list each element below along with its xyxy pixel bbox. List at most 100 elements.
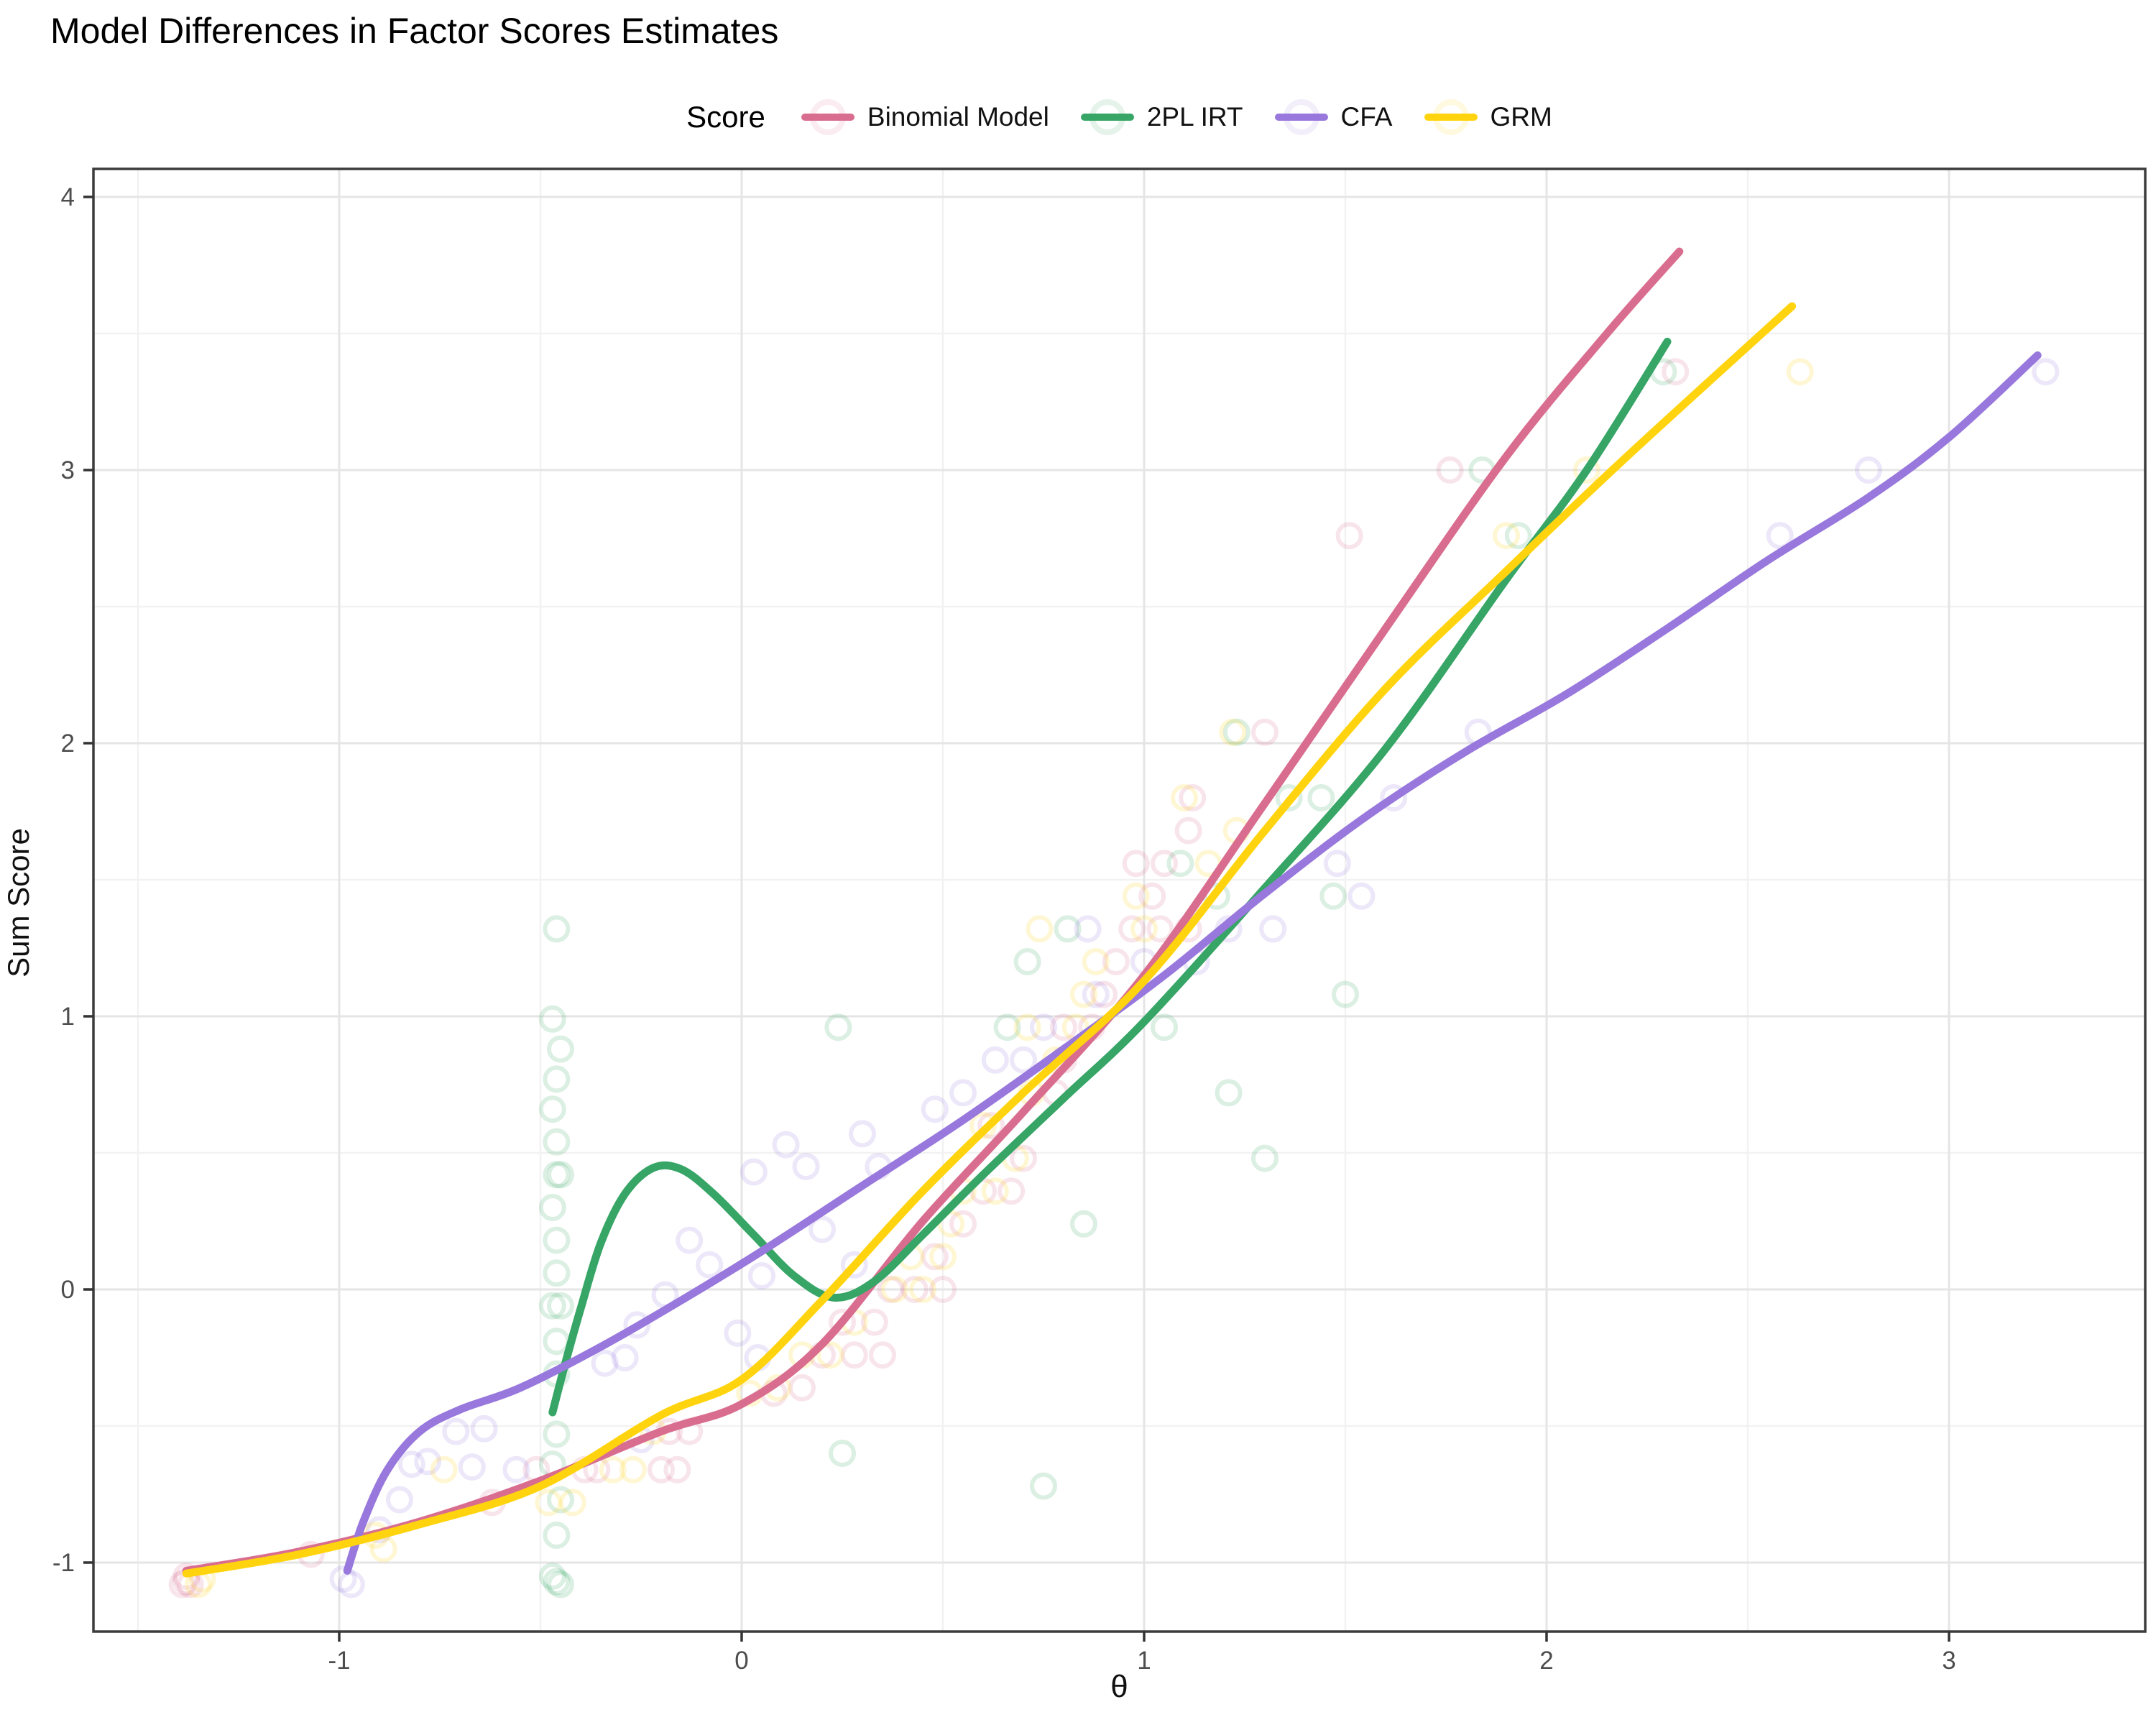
data-point [663, 1455, 691, 1484]
data-point [543, 1161, 571, 1189]
data-point [2032, 358, 2060, 386]
data-point [1050, 1013, 1077, 1041]
data-point [538, 1292, 566, 1320]
x-tick-label: 0 [734, 1647, 748, 1675]
data-point [1070, 1210, 1097, 1238]
data-point [1251, 1144, 1279, 1172]
data-point [981, 1046, 1009, 1074]
data-point [1179, 784, 1207, 811]
data-point [929, 1276, 957, 1303]
legend: Score Binomial Model 2PL IRT CFA GRM [93, 92, 2145, 142]
legend-key-binomial-model: Binomial Model [801, 98, 1049, 137]
legend-line-icon [1274, 114, 1328, 121]
legend-swatch-icon [801, 98, 854, 137]
smooth-curve [548, 337, 1672, 1417]
data-point [824, 1013, 852, 1041]
axes: -1 0 1 2 3 -1 0 1 2 3 4 [52, 167, 2147, 1675]
data-point [676, 1226, 704, 1254]
legend-key-label: CFA [1340, 102, 1393, 132]
data-point [547, 1035, 574, 1063]
data-point [1573, 456, 1600, 484]
data-point [792, 1153, 820, 1180]
data-point [1010, 1144, 1037, 1172]
data-point [1118, 915, 1146, 943]
data-point [1026, 915, 1054, 943]
data-point [1222, 718, 1250, 746]
data-point [558, 1489, 586, 1517]
legend-line-icon [1080, 114, 1134, 121]
data-point [648, 1455, 675, 1484]
data-point [993, 1013, 1021, 1041]
data-point [788, 1374, 816, 1402]
y-tick-label: 2 [61, 730, 75, 758]
y-tick-label: 4 [61, 183, 75, 211]
data-point [1166, 850, 1194, 878]
data-point [611, 1344, 639, 1371]
legend-title: Score [686, 100, 765, 134]
x-tick-label: 3 [1942, 1647, 1955, 1675]
data-point [168, 1570, 196, 1598]
legend-line-icon [1424, 114, 1478, 121]
data-point [397, 1450, 425, 1478]
data-point [1151, 850, 1178, 878]
data-point [1090, 980, 1118, 1008]
y-axis-title: Sum Score [1, 828, 35, 978]
data-point [535, 1489, 563, 1517]
data-point [1151, 1013, 1178, 1041]
data-point [937, 1210, 965, 1238]
data-point [1102, 948, 1130, 975]
data-point [543, 915, 571, 943]
data-point [1013, 1013, 1041, 1041]
data-point [1010, 1046, 1037, 1074]
data-point [1493, 522, 1520, 550]
data-point [849, 1120, 876, 1148]
data-point [929, 1243, 957, 1271]
data-point [1380, 784, 1408, 811]
data-point [880, 1276, 908, 1303]
data-point [1219, 718, 1247, 746]
legend-key-2pl-irt: 2PL IRT [1080, 98, 1243, 137]
data-point [543, 1420, 571, 1448]
data-point [1215, 1079, 1243, 1107]
data-point [724, 1319, 752, 1347]
data-point [623, 1311, 651, 1339]
data-point [840, 1251, 868, 1279]
data-point [538, 1194, 566, 1221]
data-point [1070, 980, 1097, 1008]
y-tick-label: -1 [52, 1549, 75, 1577]
data-point [386, 1486, 413, 1514]
legend-key-grm: GRM [1424, 98, 1552, 137]
data-point [442, 1417, 470, 1445]
data-point [1030, 1013, 1057, 1041]
smooth-curve [182, 302, 1797, 1578]
data-point [1504, 522, 1532, 550]
data-point [538, 1005, 566, 1033]
legend-key-label: Binomial Model [867, 102, 1049, 132]
legend-line-icon [801, 114, 854, 121]
data-point [502, 1455, 530, 1484]
x-tick-label: -1 [328, 1647, 350, 1675]
data-point [1174, 816, 1202, 845]
data-point [1786, 358, 1814, 386]
data-point [430, 1455, 458, 1484]
data-point [619, 1455, 647, 1484]
x-tick-label: 2 [1539, 1647, 1553, 1675]
data-point [547, 1292, 574, 1320]
data-point [869, 1341, 896, 1369]
data-point [998, 1177, 1026, 1205]
data-point [599, 1455, 627, 1484]
data-point [921, 1095, 949, 1123]
data-point [829, 1308, 856, 1336]
data-point [900, 1276, 929, 1303]
data-point [1054, 915, 1082, 943]
data-point [1122, 850, 1150, 878]
data-point [547, 1570, 574, 1598]
data-point [458, 1453, 486, 1481]
data-point [748, 1262, 775, 1289]
data-point [1251, 718, 1279, 746]
data-point [543, 1259, 571, 1287]
data-point [1662, 358, 1690, 386]
data-point [1307, 784, 1335, 811]
legend-swatch-icon [1274, 98, 1328, 137]
data-point [1855, 456, 1882, 484]
